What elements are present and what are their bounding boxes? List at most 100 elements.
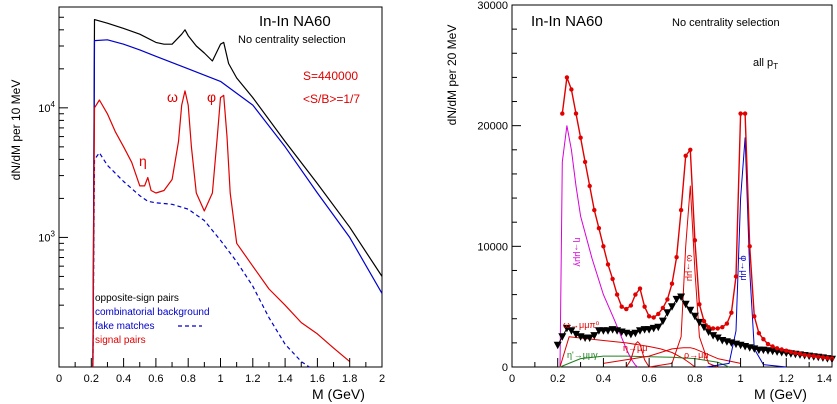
right-total-point <box>806 353 812 358</box>
right-x-tick-label: 0 <box>509 373 515 385</box>
right-x-tick-label: 0.8 <box>687 373 702 385</box>
right-combinatorial-point <box>695 318 704 327</box>
right-total-point <box>715 326 720 331</box>
left-series-layer <box>92 19 383 368</box>
right-combinatorial-point <box>645 326 654 334</box>
right-combinatorial-point <box>700 323 708 332</box>
left-chart-subtitle: No centrality selection <box>238 34 346 46</box>
right-total-point <box>788 349 794 355</box>
right-total-point <box>587 183 592 189</box>
right-total-point <box>573 111 579 116</box>
right-pt-subscript: T <box>773 62 778 71</box>
left-x-tick-label: 0.6 <box>148 373 163 385</box>
left-x-tick-label: 0.4 <box>116 373 131 385</box>
left-chart: 0 0.2 0.4 0.6 0.8 1 1.2 1.4 1.6 1.8 2 103 104 In-In … <box>9 6 385 402</box>
right-x-tick-label: 1.2 <box>779 373 794 385</box>
right-total-point <box>724 321 730 326</box>
right-x-tick-label: 1.4 <box>817 373 832 385</box>
right-plot-frame <box>511 4 833 368</box>
right-total-point <box>738 111 743 116</box>
right-combinatorial-point <box>636 327 644 335</box>
right-combinatorial-point <box>704 328 713 336</box>
left-series-line-3 <box>92 90 351 368</box>
right-combinatorial-point <box>658 317 667 326</box>
right-y-tick-label: 10000 <box>477 241 508 253</box>
right-series-line-phi <box>706 137 787 368</box>
right-combinatorial-point <box>668 303 676 311</box>
left-omega-label: ω <box>167 89 178 105</box>
right-combinatorial-point <box>553 341 562 350</box>
left-x-tick-label: 1.2 <box>245 373 260 385</box>
right-axes-layer: 0 0.2 0.4 0.6 0.8 1 1.2 1.4 0 10000 20000 30000 <box>477 0 833 385</box>
left-legend-fake-matches: fake matches <box>95 321 154 332</box>
right-total-point <box>678 207 684 213</box>
right-total-point <box>688 147 693 152</box>
right-total-point <box>624 306 629 312</box>
right-x-tick-label: 0.2 <box>550 373 565 385</box>
right-total-point <box>605 262 611 267</box>
right-total-point <box>637 286 643 291</box>
right-combinatorial-point <box>686 306 695 315</box>
right-total-point <box>651 315 656 320</box>
right-total-point <box>825 355 830 361</box>
right-total-point <box>733 274 739 279</box>
right-total-point <box>582 159 588 165</box>
right-total-point <box>674 255 679 260</box>
right-total-point <box>692 238 698 243</box>
right-pt-label: all pT <box>753 57 778 71</box>
right-combinatorial-point <box>567 327 576 335</box>
right-total-point <box>592 207 597 213</box>
right-label-eta-prime: η'→μμγ <box>567 350 598 360</box>
left-series-line-2 <box>92 152 310 368</box>
right-total-point <box>578 135 583 140</box>
right-total-point <box>774 346 780 351</box>
right-total-point <box>683 153 688 158</box>
left-x-tick-label: 2 <box>379 373 385 385</box>
right-total-point <box>765 341 771 347</box>
right-total-point <box>669 281 675 286</box>
left-y-axis-label: dN/dM per 10 MeV <box>9 80 23 181</box>
right-series-line-rho <box>603 347 741 364</box>
right-total-point <box>665 297 670 302</box>
right-combinatorial-point <box>672 295 681 304</box>
right-total-point <box>729 310 734 315</box>
right-total-point <box>720 325 725 330</box>
left-legend: opposite-sign pairs combinatorial backgr… <box>95 293 210 346</box>
right-total-point <box>802 352 807 358</box>
right-x-tick-label: 0.4 <box>596 373 611 385</box>
left-plot-frame <box>58 6 383 368</box>
right-series-line-omega_dalitz <box>559 336 696 368</box>
right-total-point <box>628 303 634 308</box>
left-legend-opposite-sign: opposite-sign pairs <box>95 293 179 304</box>
right-combinatorial-point <box>663 309 672 317</box>
right-total-point <box>797 351 803 356</box>
right-total-point <box>569 87 574 92</box>
right-total-point <box>706 325 711 330</box>
left-y-tick-label: 104 <box>38 100 55 115</box>
right-total-point <box>761 337 766 342</box>
right-total-point <box>564 75 570 80</box>
right-chart-subtitle: No centrality selection <box>672 17 780 29</box>
left-x-tick-label: 1.8 <box>342 373 357 385</box>
right-label-eta-direct: η→μμ <box>623 343 647 353</box>
right-combinatorial-point <box>654 323 663 332</box>
right-y-tick-label: 30000 <box>477 0 508 12</box>
right-total-point <box>697 302 702 307</box>
right-total-point <box>756 331 762 336</box>
left-x-tick-label: 1.4 <box>277 373 292 385</box>
right-total-point <box>742 111 748 116</box>
right-series-layer <box>553 75 836 368</box>
right-y-tick-label: 20000 <box>477 121 508 133</box>
right-label-omega-dalitz: ω→μμπ⁰ <box>563 320 600 330</box>
right-total-point <box>601 244 606 249</box>
left-signal-count: S=440000 <box>303 69 358 83</box>
left-axes-layer: 0 0.2 0.4 0.6 0.8 1 1.2 1.4 1.6 1.8 2 103 104 <box>38 6 385 385</box>
right-label-omega: ω→μμ <box>685 255 695 281</box>
left-x-tick-label: 0.2 <box>84 373 99 385</box>
right-total-point <box>784 348 789 353</box>
left-eta-label: η <box>139 153 147 169</box>
left-series-line-0 <box>92 19 383 368</box>
right-x-tick-label: 1 <box>738 373 744 385</box>
right-combinatorial-point <box>558 333 567 341</box>
right-combinatorial-point <box>626 330 635 339</box>
